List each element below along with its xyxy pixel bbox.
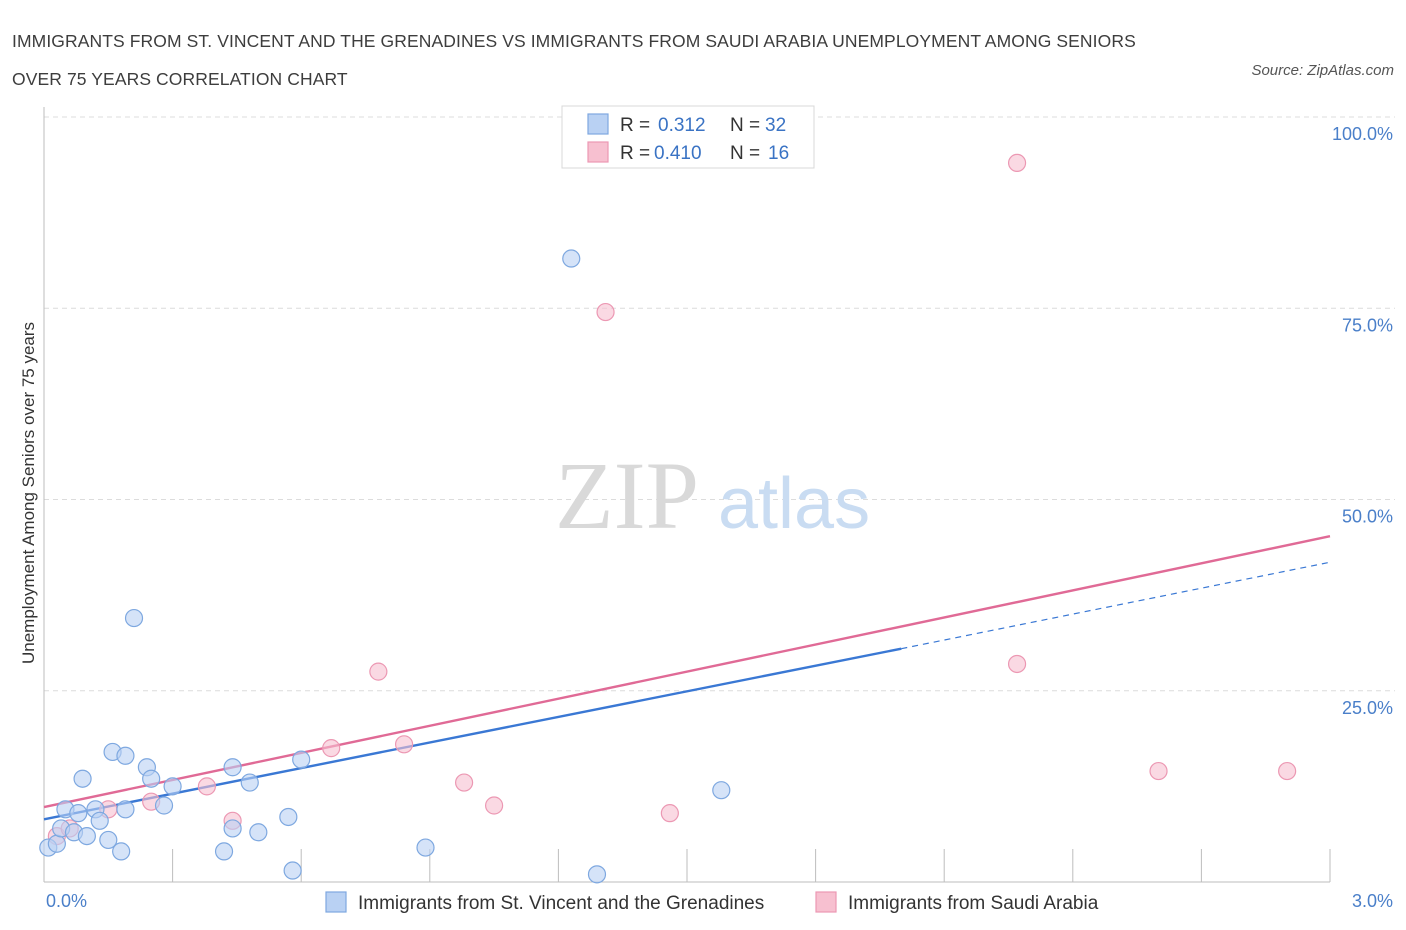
point-pink-16	[1278, 761, 1297, 781]
grid-lines	[44, 116, 1395, 692]
point-blue-30	[587, 865, 607, 884]
point-blue-21	[223, 819, 242, 838]
chart-title: IMMIGRANTS FROM ST. VINCENT AND THE GREN…	[12, 22, 1232, 98]
point-blue-27	[292, 750, 311, 769]
point-pink-7	[369, 662, 388, 681]
point-blue-12	[112, 842, 131, 861]
point-blue-22	[223, 758, 242, 777]
chart-title-line1: IMMIGRANTS FROM ST. VINCENT AND THE GREN…	[12, 31, 1136, 51]
legend-swatch-pink	[587, 141, 609, 163]
point-pink-9	[454, 773, 474, 792]
x-tick-label-max: 3.0%	[1352, 891, 1393, 911]
y-tick-label: 100.0%	[1332, 124, 1393, 144]
y-tick-label: 75.0%	[1342, 315, 1393, 335]
point-pink-12	[660, 804, 679, 823]
legend-n-value-blue: 32	[765, 115, 786, 136]
point-blue-26	[283, 861, 302, 880]
trend-line-dashed-blue	[901, 561, 1331, 650]
point-blue-28	[416, 838, 435, 857]
data-points	[39, 153, 1297, 884]
point-pink-10	[485, 796, 504, 815]
watermark-zip: ZIP	[555, 442, 699, 549]
point-blue-31	[712, 781, 731, 800]
legend-r-value-pink: 0.410	[654, 143, 702, 164]
point-pink-14	[1007, 153, 1027, 172]
point-pink-11	[596, 302, 615, 322]
legend-n-label-blue: N =	[730, 115, 760, 136]
point-blue-29	[562, 249, 581, 268]
legend-r-label-blue: R =	[620, 115, 650, 136]
trend-lines	[43, 535, 1331, 821]
chart-title-line2: OVER 75 YEARS CORRELATION CHART	[12, 69, 348, 89]
series-legend-swatch-pink	[815, 891, 837, 913]
point-blue-17	[142, 769, 161, 788]
point-pink-6	[322, 739, 341, 758]
point-pink-8	[394, 735, 414, 754]
point-blue-18	[154, 796, 174, 815]
point-blue-15	[124, 608, 144, 628]
trend-line-pink	[43, 535, 1331, 809]
legend-n-value-pink: 16	[768, 143, 789, 164]
point-blue-23	[240, 773, 259, 792]
series-legend-swatch-blue	[325, 891, 347, 913]
trend-line-blue	[43, 647, 902, 821]
legend-swatch-blue	[587, 113, 609, 135]
legend-n-label-pink: N =	[730, 143, 760, 164]
point-blue-6	[73, 769, 92, 788]
x-tick-label-min: 0.0%	[46, 891, 87, 911]
point-blue-9	[90, 811, 109, 830]
legend-r-value-blue: 0.312	[658, 115, 706, 136]
point-blue-5	[69, 804, 88, 823]
y-tick-label: 50.0%	[1342, 507, 1393, 527]
watermark: ZIP atlas	[555, 442, 870, 549]
point-pink-13	[1007, 654, 1027, 674]
point-blue-20	[214, 842, 234, 861]
point-pink-4	[197, 777, 216, 796]
legend-r-label-pink: R =	[620, 143, 650, 164]
series-legend-label-pink: Immigrants from Saudi Arabia	[848, 893, 1099, 914]
watermark-atlas: atlas	[718, 464, 870, 544]
y-axis-label: Unemployment Among Seniors over 75 years	[19, 322, 38, 664]
point-blue-1	[47, 834, 66, 853]
series-legend-label-blue: Immigrants from St. Vincent and the Gren…	[358, 893, 764, 914]
source-label: Source: ZipAtlas.com	[1251, 62, 1394, 79]
point-blue-7	[77, 826, 96, 846]
stats-legend: R = 0.312 N = 32 R = 0.410 N = 16	[561, 105, 815, 169]
point-blue-10	[99, 830, 118, 850]
point-blue-25	[279, 807, 298, 827]
tick-labels: 25.0% 50.0% 75.0% 100.0% 0.0% 3.0%	[46, 124, 1393, 911]
point-blue-24	[249, 823, 268, 842]
point-blue-14	[116, 800, 135, 819]
point-pink-15	[1149, 761, 1168, 781]
y-tick-label: 25.0%	[1342, 698, 1393, 718]
point-blue-13	[116, 746, 135, 765]
point-blue-19	[163, 777, 182, 796]
series-legend: Immigrants from St. Vincent and the Gren…	[325, 891, 1099, 914]
